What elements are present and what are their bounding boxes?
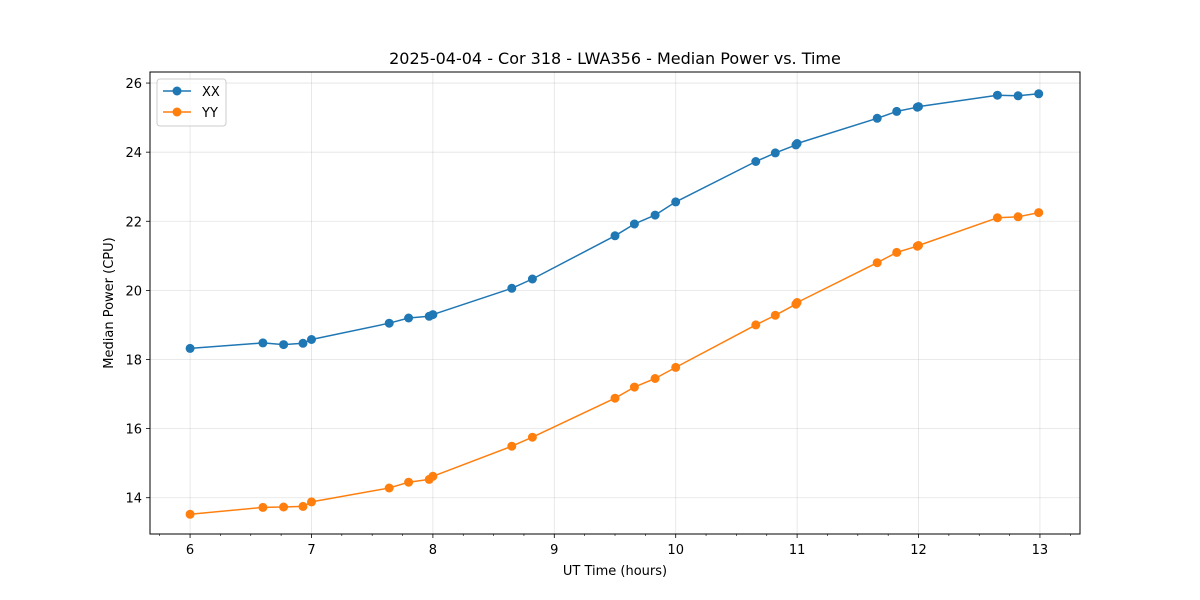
data-point-xx bbox=[671, 197, 681, 207]
y-tick-label: 26 bbox=[125, 77, 142, 92]
data-point-xx bbox=[992, 90, 1002, 100]
data-point-xx bbox=[527, 274, 537, 284]
x-tick-label: 12 bbox=[910, 543, 927, 558]
x-tick-label: 13 bbox=[1032, 543, 1049, 558]
plot-series bbox=[185, 89, 1044, 519]
data-point-yy bbox=[527, 432, 537, 442]
data-point-xx bbox=[307, 335, 316, 344]
legend-label-xx: XX bbox=[202, 85, 220, 100]
y-tick-label: 16 bbox=[125, 423, 142, 438]
data-point-yy bbox=[185, 509, 195, 519]
y-tick-label: 18 bbox=[125, 353, 142, 368]
data-point-yy bbox=[1034, 208, 1044, 218]
data-point-yy bbox=[610, 393, 620, 403]
data-point-xx bbox=[428, 310, 438, 320]
data-point-xx bbox=[507, 283, 517, 293]
legend-marker-yy bbox=[172, 107, 182, 117]
data-point-xx bbox=[792, 139, 802, 148]
x-tick-label: 7 bbox=[307, 543, 315, 558]
data-point-xx bbox=[1034, 89, 1044, 99]
x-tick-label: 11 bbox=[789, 543, 806, 558]
data-point-yy bbox=[992, 213, 1002, 223]
y-axis-label: Median Power (CPU) bbox=[102, 237, 117, 368]
data-point-yy bbox=[1013, 212, 1023, 222]
data-point-yy bbox=[892, 247, 902, 257]
data-point-xx bbox=[914, 102, 923, 112]
data-point-xx bbox=[770, 148, 780, 158]
y-tick-label: 20 bbox=[125, 284, 142, 299]
x-axis-label: UT Time (hours) bbox=[563, 564, 667, 579]
data-point-xx bbox=[298, 338, 308, 348]
data-point-yy bbox=[671, 362, 681, 372]
data-point-yy bbox=[384, 483, 394, 493]
grid bbox=[150, 72, 1080, 534]
data-point-yy bbox=[751, 320, 761, 330]
data-point-xx bbox=[404, 313, 414, 323]
y-tick-label: 22 bbox=[125, 215, 142, 230]
data-point-yy bbox=[914, 241, 923, 250]
legend: XX YY bbox=[156, 78, 227, 127]
data-point-yy bbox=[650, 374, 660, 383]
data-point-yy bbox=[792, 298, 802, 307]
x-tick-label: 8 bbox=[429, 543, 437, 558]
x-tick-label: 9 bbox=[550, 543, 558, 558]
data-point-xx bbox=[872, 113, 882, 123]
data-point-yy bbox=[404, 477, 414, 487]
data-point-xx bbox=[892, 106, 902, 116]
y-tick-label: 24 bbox=[125, 146, 142, 161]
data-point-xx bbox=[258, 338, 268, 348]
data-point-xx bbox=[610, 231, 620, 241]
data-point-yy bbox=[428, 471, 438, 481]
data-point-yy bbox=[629, 382, 639, 392]
data-point-xx bbox=[751, 157, 761, 166]
data-point-yy bbox=[298, 501, 308, 511]
x-tick-label: 6 bbox=[186, 543, 194, 558]
data-point-yy bbox=[279, 502, 289, 512]
data-point-xx bbox=[629, 219, 639, 229]
x-tick-label: 10 bbox=[667, 543, 684, 558]
data-point-yy bbox=[507, 441, 517, 451]
data-point-yy bbox=[307, 497, 316, 507]
data-point-xx bbox=[384, 318, 394, 328]
data-point-yy bbox=[872, 258, 882, 268]
data-point-xx bbox=[279, 340, 289, 350]
data-point-yy bbox=[770, 310, 780, 320]
data-point-xx bbox=[650, 210, 660, 220]
axes: 6 7 8 9 10 11 12 13 14 16 18 20 22 24 26 bbox=[125, 77, 1071, 558]
data-point-xx bbox=[1013, 91, 1023, 101]
legend-marker-xx bbox=[172, 86, 182, 96]
legend-label-yy: YY bbox=[201, 106, 218, 121]
chart-title: 2025-04-04 - Cor 318 - LWA356 - Median P… bbox=[389, 49, 841, 68]
data-point-yy bbox=[258, 502, 268, 512]
y-tick-label: 14 bbox=[125, 492, 142, 507]
data-point-xx bbox=[185, 343, 195, 353]
